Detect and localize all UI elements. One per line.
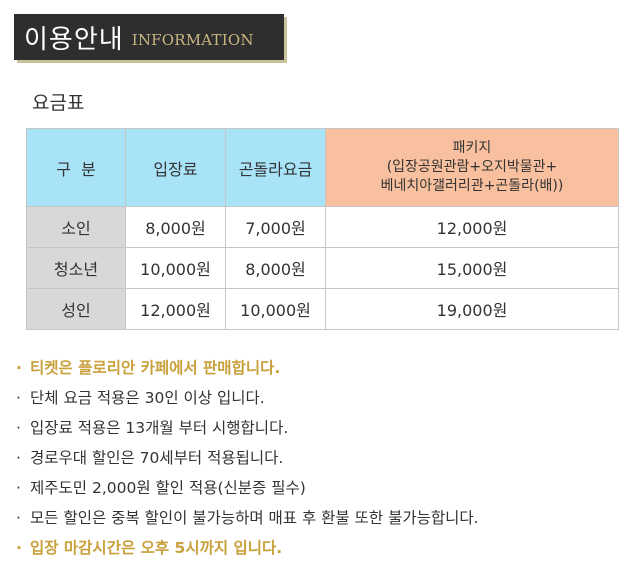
header-package: 패키지 (입장공원관람+오지박물관+ 베네치아갤러리관+곤돌라(배)) [325,128,619,207]
row-package-fee: 15,000원 [325,247,619,289]
bullet-icon: · [16,539,22,557]
row-entry-fee: 10,000원 [125,247,226,289]
fare-table-title: 요금표 [32,92,85,114]
package-detail-line1: (입장공원관람+오지박물관+ [386,159,558,175]
fare-table-header-row: 구 분 입장료 곤돌라요금 패키지 (입장공원관람+오지박물관+ 베네치아갤러리… [26,128,619,207]
header-gondola-fee: 곤돌라요금 [225,128,326,207]
note-item: · 단체 요금 적용은 30인 이상 입니다. [16,383,479,413]
page-header: 이용안내 INFORMATION [14,14,284,60]
row-entry-fee: 8,000원 [125,206,226,248]
note-item: · 입장료 적용은 13개월 부터 시행합니다. [16,413,479,443]
row-package-fee: 12,000원 [325,206,619,248]
note-item: · 제주도민 2,000원 할인 적용(신분증 필수) [16,473,479,503]
note-item: · 경로우대 할인은 70세부터 적용됩니다. [16,443,479,473]
header-entry-fee: 입장료 [125,128,226,207]
bullet-icon: · [16,449,21,467]
row-gondola-fee: 10,000원 [225,288,326,330]
notes-list: · 티켓은 플로리안 카페에서 판매합니다. · 단체 요금 적용은 30인 이상 … [16,353,479,563]
table-row: 소인 8,000원 7,000원 12,000원 [26,206,619,248]
package-detail-line2: 베네치아갤러리관+곤돌라(배)) [380,178,564,194]
note-item: · 모든 할인은 중복 할인이 불가능하며 매표 후 환불 또한 불가능합니다. [16,503,479,533]
header-category: 구 분 [26,128,126,207]
bullet-icon: · [16,359,22,377]
header-title-english: INFORMATION [131,31,254,49]
table-row: 성인 12,000원 10,000원 19,000원 [26,288,619,330]
row-gondola-fee: 8,000원 [225,247,326,289]
row-gondola-fee: 7,000원 [225,206,326,248]
note-highlight: · 입장 마감시간은 오후 5시까지 입니다. [16,533,479,563]
package-title: 패키지 [452,140,492,156]
row-entry-fee: 12,000원 [125,288,226,330]
row-package-fee: 19,000원 [325,288,619,330]
bullet-icon: · [16,419,21,437]
fare-table: 구 분 입장료 곤돌라요금 패키지 (입장공원관람+오지박물관+ 베네치아갤러리… [26,128,619,330]
bullet-icon: · [16,389,21,407]
note-highlight: · 티켓은 플로리안 카페에서 판매합니다. [16,353,479,383]
bullet-icon: · [16,479,21,497]
row-category: 성인 [26,288,126,330]
bullet-icon: · [16,509,21,527]
row-category: 소인 [26,206,126,248]
row-category: 청소년 [26,247,126,289]
table-row: 청소년 10,000원 8,000원 15,000원 [26,247,619,289]
header-title-korean: 이용안내 [24,24,124,55]
